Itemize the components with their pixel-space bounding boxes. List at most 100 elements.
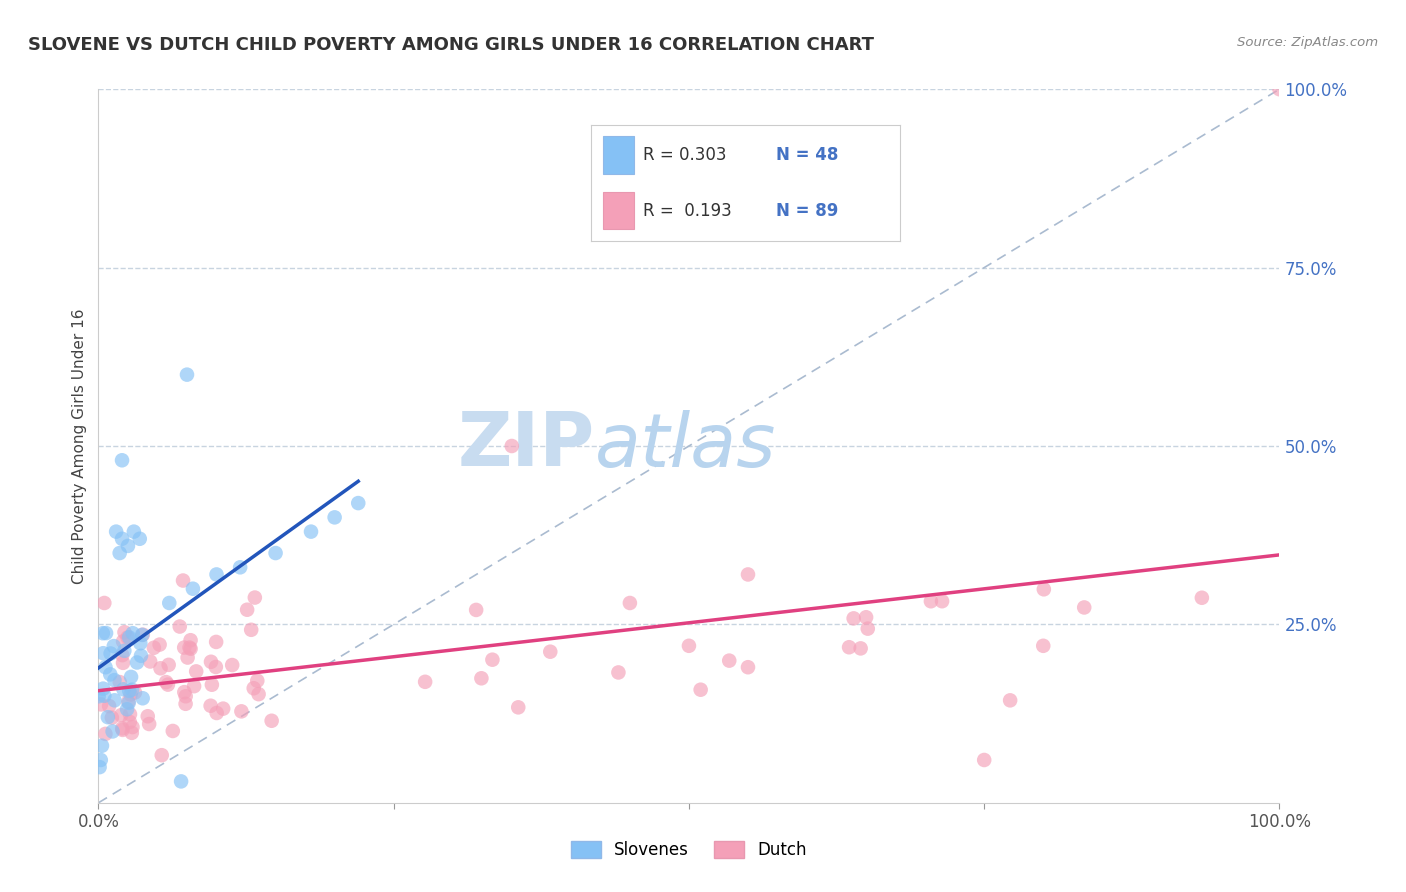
Point (838, 640, 860, 655)
Point (186, 665, 208, 679)
Point (170, 774, 193, 789)
Point (112, 682, 135, 697)
Point (855, 610, 877, 624)
Point (179, 640, 201, 655)
Point (176, 368, 198, 382)
Point (200, 698, 222, 713)
Point (132, 628, 155, 642)
Point (117, 539, 139, 553)
Point (181, 582, 204, 596)
Point (120, 670, 142, 684)
Point (157, 657, 180, 672)
Point (111, 453, 134, 467)
Point (155, 675, 177, 690)
Point (139, 655, 162, 669)
Point (149, 661, 172, 675)
Point (131, 628, 153, 642)
Point (737, 567, 759, 582)
Point (247, 687, 270, 701)
Point (94, 660, 117, 674)
Point (110, 708, 132, 723)
Point (323, 510, 346, 524)
Point (689, 682, 711, 697)
Point (221, 658, 243, 673)
Point (501, 439, 523, 453)
Point (183, 679, 205, 693)
Point (111, 532, 134, 546)
Y-axis label: Child Poverty Among Girls Under 16: Child Poverty Among Girls Under 16 (72, 309, 87, 583)
Point (131, 691, 153, 706)
Point (229, 560, 252, 574)
Text: R = 0.303: R = 0.303 (643, 146, 727, 164)
Point (122, 524, 145, 539)
Point (174, 697, 197, 711)
Point (149, 638, 172, 652)
Point (117, 695, 139, 709)
Point (931, 594, 953, 608)
Point (108, 675, 131, 690)
Point (856, 622, 879, 636)
Point (91, 681, 114, 696)
Point (205, 660, 228, 674)
Point (246, 673, 269, 688)
Point (508, 700, 530, 714)
Point (136, 709, 159, 723)
Point (112, 634, 135, 648)
Point (920, 594, 942, 608)
Point (619, 596, 641, 610)
Point (121, 626, 143, 640)
Point (118, 714, 141, 729)
Point (173, 640, 195, 655)
Point (243, 591, 266, 605)
Point (172, 574, 194, 588)
Point (118, 696, 141, 710)
Point (97, 710, 120, 724)
Point (538, 645, 561, 659)
Point (103, 693, 125, 707)
Point (156, 678, 179, 692)
Point (236, 603, 259, 617)
Point (93, 596, 115, 610)
Point (98, 667, 121, 681)
Point (111, 723, 134, 737)
Text: ZIP: ZIP (457, 409, 595, 483)
Point (94, 626, 117, 640)
Point (180, 641, 202, 656)
Text: R =  0.193: R = 0.193 (643, 202, 733, 219)
Bar (603, 136, 634, 174)
Point (205, 706, 228, 720)
Point (100, 647, 122, 661)
Point (138, 717, 160, 731)
Point (94, 727, 117, 741)
Point (120, 688, 142, 702)
Point (205, 567, 228, 582)
Point (103, 673, 125, 687)
Legend: Slovenes, Dutch: Slovenes, Dutch (564, 834, 814, 866)
Point (91, 646, 114, 660)
Point (176, 650, 198, 665)
Point (264, 546, 287, 560)
Point (1191, 591, 1213, 605)
Point (98, 699, 121, 714)
Point (105, 524, 128, 539)
Point (231, 704, 253, 718)
Point (118, 630, 141, 644)
Point (180, 633, 202, 648)
Point (101, 711, 124, 725)
Text: Source: ZipAtlas.com: Source: ZipAtlas.com (1237, 36, 1378, 49)
Point (849, 641, 872, 656)
Point (201, 678, 224, 692)
Point (111, 722, 134, 736)
Text: N = 89: N = 89 (776, 202, 838, 219)
Point (118, 707, 141, 722)
Point (481, 653, 503, 667)
Point (260, 714, 283, 728)
Point (200, 655, 222, 669)
Point (117, 631, 139, 645)
Point (93, 689, 115, 703)
Point (240, 623, 263, 637)
Point (90, 753, 112, 767)
Point (111, 656, 134, 670)
Point (150, 748, 173, 763)
Point (737, 660, 759, 674)
